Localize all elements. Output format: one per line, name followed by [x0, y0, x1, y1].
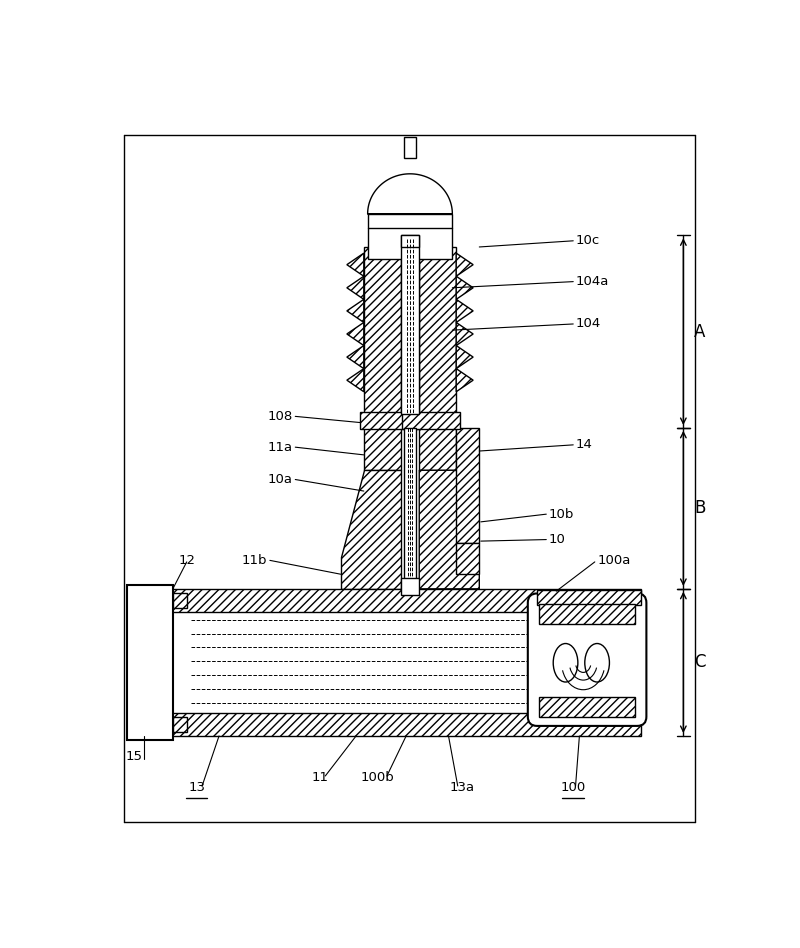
Bar [173, 592, 186, 608]
Bar [167, 713, 641, 736]
Bar [360, 411, 418, 428]
Bar [126, 585, 173, 739]
Bar [537, 590, 641, 605]
Bar [404, 428, 416, 582]
Bar [402, 411, 460, 428]
Bar [401, 235, 419, 414]
Polygon shape [368, 173, 452, 214]
Text: 100b: 100b [361, 771, 394, 784]
Text: 104: 104 [575, 318, 601, 331]
Text: 14: 14 [575, 438, 593, 451]
Text: 10b: 10b [549, 508, 574, 520]
Polygon shape [347, 276, 364, 300]
Text: 15: 15 [126, 750, 143, 763]
Polygon shape [419, 470, 479, 589]
Bar [401, 578, 419, 595]
Polygon shape [456, 300, 473, 322]
Text: B: B [694, 500, 706, 518]
Text: 100: 100 [561, 781, 586, 794]
Polygon shape [456, 253, 473, 276]
Polygon shape [347, 253, 364, 276]
Polygon shape [347, 345, 364, 369]
Text: 108: 108 [268, 410, 293, 423]
Text: 11: 11 [311, 771, 329, 784]
Text: 11a: 11a [268, 441, 293, 454]
Bar [419, 428, 456, 470]
Polygon shape [347, 322, 364, 345]
Text: 100a: 100a [597, 554, 630, 567]
Polygon shape [347, 369, 364, 392]
Polygon shape [456, 345, 473, 369]
Polygon shape [456, 322, 473, 345]
Bar [368, 214, 452, 259]
Ellipse shape [554, 644, 578, 682]
Bar [173, 717, 186, 732]
FancyBboxPatch shape [528, 593, 646, 726]
Text: C: C [694, 653, 706, 671]
Text: 10a: 10a [268, 473, 293, 486]
Bar [539, 698, 635, 717]
Polygon shape [341, 470, 401, 589]
Ellipse shape [585, 644, 610, 682]
Text: 11b: 11b [242, 554, 267, 567]
Text: 104a: 104a [575, 275, 609, 288]
Polygon shape [456, 276, 473, 300]
Text: 13: 13 [188, 781, 206, 794]
Text: A: A [694, 322, 706, 340]
Text: 12: 12 [179, 554, 196, 567]
Bar [401, 235, 419, 247]
Bar [167, 589, 641, 612]
Bar [419, 247, 456, 414]
Polygon shape [347, 300, 364, 322]
Bar [364, 428, 401, 470]
Text: 10: 10 [549, 533, 566, 546]
Polygon shape [456, 369, 473, 392]
Bar [456, 428, 479, 543]
Text: 10c: 10c [575, 234, 600, 247]
Bar [404, 137, 416, 158]
Text: 13a: 13a [450, 781, 475, 794]
Bar [456, 543, 479, 574]
Bar [539, 604, 635, 624]
Bar [364, 247, 401, 414]
